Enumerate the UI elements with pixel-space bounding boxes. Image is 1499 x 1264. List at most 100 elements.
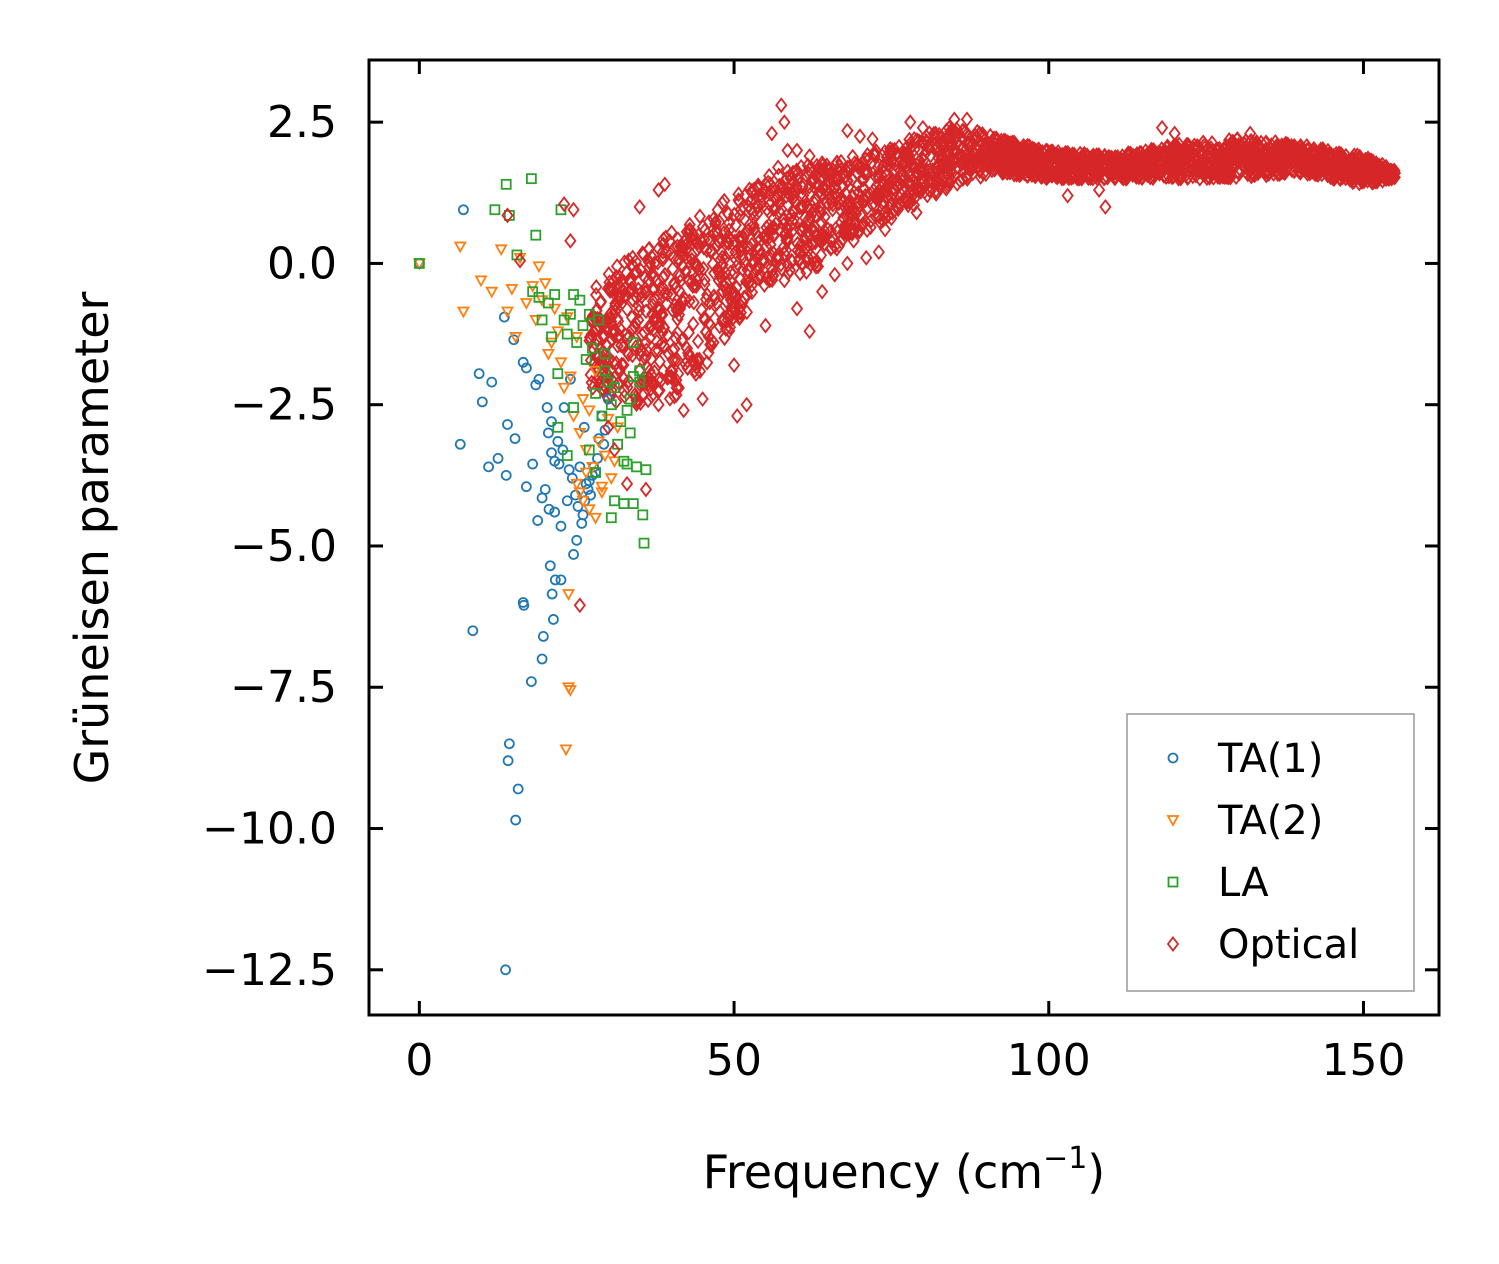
data-point <box>790 300 804 317</box>
optical-band-point <box>653 319 666 336</box>
data-point <box>590 467 601 478</box>
optical-band-point <box>719 264 732 281</box>
optical-band-point <box>630 289 643 306</box>
optical-band-point <box>896 168 909 185</box>
data-point <box>561 589 576 601</box>
optical-band-point <box>758 277 771 293</box>
legend-box <box>1126 713 1415 992</box>
optical-band-point <box>656 306 669 323</box>
optical-band-point <box>1278 151 1291 168</box>
optical-band-point <box>1193 155 1206 171</box>
optical-band-point <box>722 215 736 232</box>
x-tick-label: 0 <box>405 1035 433 1086</box>
data-point <box>709 215 722 232</box>
optical-band-point <box>813 197 827 214</box>
data-point <box>1319 153 1332 170</box>
data-point <box>1137 148 1150 165</box>
optical-band-point <box>750 262 763 279</box>
optical-band-point <box>691 241 704 258</box>
data-point <box>542 297 554 309</box>
data-point <box>1168 125 1181 142</box>
legend-marker-optical <box>1166 936 1180 952</box>
optical-band-point <box>623 284 636 301</box>
data-point <box>646 306 659 323</box>
optical-band-point <box>660 295 673 312</box>
optical-band-point <box>881 208 895 225</box>
data-point <box>615 416 627 428</box>
optical-band-point <box>760 269 773 286</box>
optical-band-point <box>1277 138 1290 155</box>
data-point <box>621 404 633 416</box>
optical-band-point <box>977 165 990 182</box>
optical-band-point <box>674 267 687 284</box>
optical-band-point <box>935 150 948 166</box>
data-point <box>564 232 577 249</box>
data-point <box>853 128 867 145</box>
optical-band-point <box>1090 151 1103 168</box>
data-point <box>1281 136 1295 153</box>
data-point <box>589 365 603 378</box>
legend-items: TA(1) TA(2) LA Optical <box>1166 736 1359 968</box>
y-tick-label: −7.5 <box>230 662 337 713</box>
data-point <box>602 376 614 388</box>
data-point <box>891 198 904 215</box>
data-point <box>546 416 557 428</box>
data-point <box>544 560 556 572</box>
optical-band-point <box>687 255 701 272</box>
optical-band-point <box>655 336 668 353</box>
optical-band-point <box>1309 166 1322 183</box>
optical-band-point <box>661 326 674 343</box>
data-point <box>536 314 548 326</box>
optical-band-point <box>687 226 700 243</box>
optical-band-point <box>751 205 764 222</box>
optical-band-point <box>617 382 631 399</box>
optical-band-point <box>668 275 681 291</box>
optical-band-point <box>1190 159 1203 176</box>
optical-band-point <box>851 156 864 173</box>
legend-marker-ta-1- <box>1167 752 1179 764</box>
optical-band-point <box>1187 145 1200 162</box>
data-point <box>473 368 485 380</box>
y-tick-label: −12.5 <box>202 945 337 996</box>
data-point <box>453 241 467 254</box>
optical-band-point <box>628 318 642 335</box>
data-point <box>494 244 508 257</box>
data-point <box>502 755 514 767</box>
data-point <box>677 402 690 419</box>
data-point <box>552 421 564 433</box>
data-point <box>658 266 671 283</box>
data-point <box>513 252 527 269</box>
data-point <box>580 354 592 365</box>
optical-band-point <box>1245 168 1258 185</box>
optical-band-point <box>903 154 916 171</box>
optical-band-point <box>793 221 807 238</box>
optical-band-point <box>844 215 858 232</box>
data-point <box>611 422 625 435</box>
legend: TA(1) TA(2) LA Optical <box>1126 713 1415 992</box>
data-point <box>486 376 498 388</box>
optical-band-point <box>716 283 729 300</box>
data-point <box>734 232 747 249</box>
y-tick-label: −10.0 <box>202 804 337 855</box>
data-point <box>458 204 469 216</box>
optical-band-point <box>961 134 975 151</box>
optical-band-point <box>615 337 628 354</box>
data-point <box>784 170 797 187</box>
optical-band-point <box>794 244 807 261</box>
data-point <box>759 317 772 334</box>
x-axis-title-superscript: −1 <box>1043 1141 1087 1176</box>
data-point <box>557 382 571 395</box>
data-point <box>568 549 579 560</box>
data-point <box>500 306 515 319</box>
optical-band-point <box>638 269 651 286</box>
optical-band-point <box>921 134 934 151</box>
data-point <box>485 286 499 299</box>
data-point <box>570 478 584 491</box>
data-point <box>1061 187 1074 204</box>
data-point <box>1206 142 1219 159</box>
data-point <box>1231 131 1244 148</box>
optical-band-point <box>611 337 624 354</box>
optical-band-point <box>870 178 883 195</box>
plot-area <box>412 97 1402 976</box>
optical-band-point <box>784 167 797 184</box>
